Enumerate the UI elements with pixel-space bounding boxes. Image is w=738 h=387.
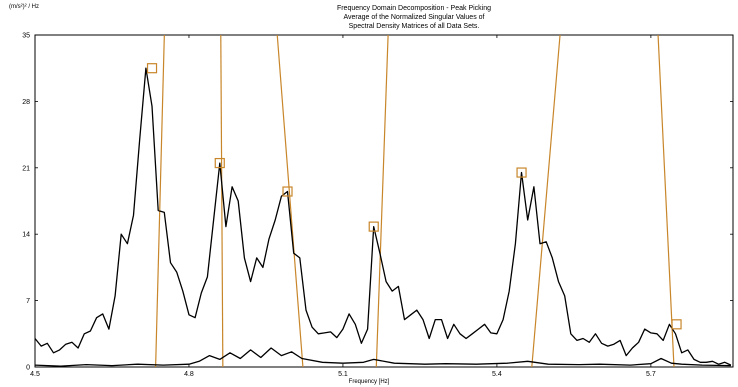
y-tick-label: 28 bbox=[22, 99, 30, 106]
chart-title: Frequency Domain Decomposition - Peak Pi… bbox=[0, 4, 738, 31]
peak-guide-line bbox=[276, 34, 304, 368]
peak-marker bbox=[671, 319, 682, 330]
chart-title-line-3: Spectral Density Matrices of all Data Se… bbox=[348, 23, 480, 30]
peak-marker bbox=[368, 221, 379, 232]
axes bbox=[34, 34, 734, 368]
y-tick-label: 35 bbox=[22, 33, 30, 40]
chart-title-line-1: Frequency Domain Decomposition - Peak Pi… bbox=[336, 5, 492, 12]
tick-group: 0 7 14 21 28 35 4.5 4.8 5.1 5.4 5.7 bbox=[22, 33, 733, 378]
series-line-1 bbox=[34, 67, 732, 366]
x-tick-label: 5.1 bbox=[338, 371, 348, 378]
chart-title-line-2: Average of the Normalized Singular Value… bbox=[343, 14, 485, 21]
x-tick-label: 5.4 bbox=[492, 371, 502, 378]
y-tick-label: 14 bbox=[22, 232, 30, 239]
peak-guide-line bbox=[657, 34, 675, 368]
peak-marker bbox=[516, 167, 527, 178]
peak-marker bbox=[146, 63, 158, 74]
y-axis-unit-label: (m/s²)² / Hz bbox=[9, 4, 39, 10]
peak-guide-lines bbox=[155, 34, 675, 368]
x-tick-label: 5.7 bbox=[646, 371, 656, 378]
y-tick-label: 21 bbox=[22, 165, 30, 172]
plot-frame bbox=[34, 34, 734, 368]
x-tick-label: 4.8 bbox=[184, 371, 194, 378]
x-axis-label: Frequency [Hz] bbox=[349, 379, 390, 385]
series-group bbox=[34, 67, 732, 367]
y-tick-label: 7 bbox=[26, 298, 30, 305]
y-tick-label: 0 bbox=[26, 365, 30, 372]
peak-guide-line bbox=[375, 34, 389, 368]
peak-guide-line bbox=[220, 34, 224, 368]
peak-marker bbox=[214, 157, 225, 169]
peak-guide-line bbox=[155, 34, 165, 368]
series-line-2 bbox=[34, 347, 731, 367]
peak-guide-line bbox=[531, 34, 561, 368]
x-tick-label: 4.5 bbox=[30, 371, 40, 378]
peak-marker bbox=[282, 186, 293, 197]
peak-markers bbox=[146, 63, 682, 330]
